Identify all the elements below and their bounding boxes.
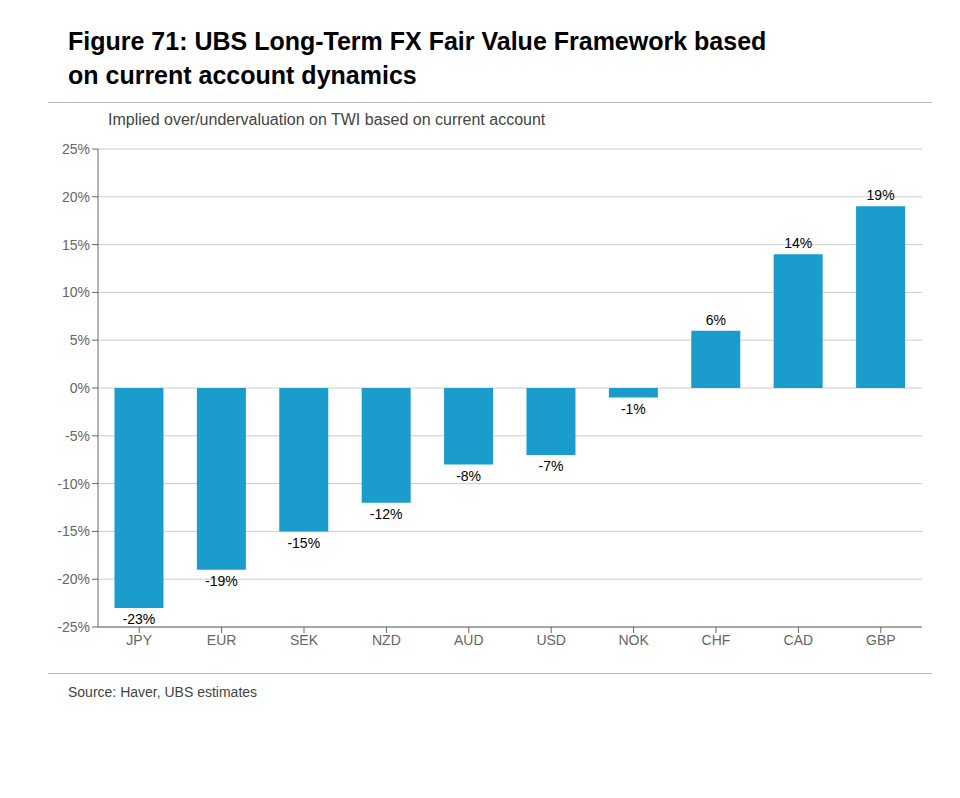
- svg-text:20%: 20%: [62, 189, 90, 205]
- svg-text:0%: 0%: [70, 380, 90, 396]
- html-text:Figure 71: UBS Long-Term FX Fa: Figure 71: UBS Long-Term FX Fair Value F…: [68, 27, 767, 55]
- svg-text:CAD: CAD: [784, 632, 814, 648]
- svg-text:-19%: -19%: [205, 573, 238, 589]
- svg-text:CHF: CHF: [702, 632, 731, 648]
- html-text:Source: Haver, UBS estimates: Source: Haver, UBS estimates: [68, 684, 258, 700]
- svg-text:19%: 19%: [867, 187, 895, 203]
- svg-text:AUD: AUD: [454, 632, 484, 648]
- svg-text:-23%: -23%: [123, 611, 156, 627]
- svg-text:-15%: -15%: [57, 523, 90, 539]
- svg-text:-20%: -20%: [57, 571, 90, 587]
- svg-text:-10%: -10%: [57, 476, 90, 492]
- svg-text:-15%: -15%: [287, 535, 320, 551]
- svg-text:10%: 10%: [62, 284, 90, 300]
- html-text:on current account dynamics: on current account dynamics: [68, 61, 417, 89]
- svg-text:-8%: -8%: [456, 468, 481, 484]
- html-text:Implied over/undervaluation on: Implied over/undervaluation on TWI based…: [108, 111, 546, 128]
- svg-text:-12%: -12%: [370, 506, 403, 522]
- svg-text:JPY: JPY: [126, 632, 152, 648]
- svg-text:NOK: NOK: [618, 632, 649, 648]
- svg-text:14%: 14%: [784, 235, 812, 251]
- svg-text:-25%: -25%: [57, 619, 90, 635]
- svg-text:EUR: EUR: [207, 632, 237, 648]
- svg-text:15%: 15%: [62, 237, 90, 253]
- svg-text:SEK: SEK: [290, 632, 319, 648]
- svg-text:5%: 5%: [70, 332, 90, 348]
- svg-text:NZD: NZD: [372, 632, 401, 648]
- svg-text:USD: USD: [536, 632, 566, 648]
- svg-text:-5%: -5%: [65, 428, 90, 444]
- svg-text:6%: 6%: [706, 312, 726, 328]
- svg-text:GBP: GBP: [866, 632, 896, 648]
- svg-text:-7%: -7%: [539, 458, 564, 474]
- svg-text:-1%: -1%: [621, 401, 646, 417]
- svg-text:25%: 25%: [62, 141, 90, 157]
